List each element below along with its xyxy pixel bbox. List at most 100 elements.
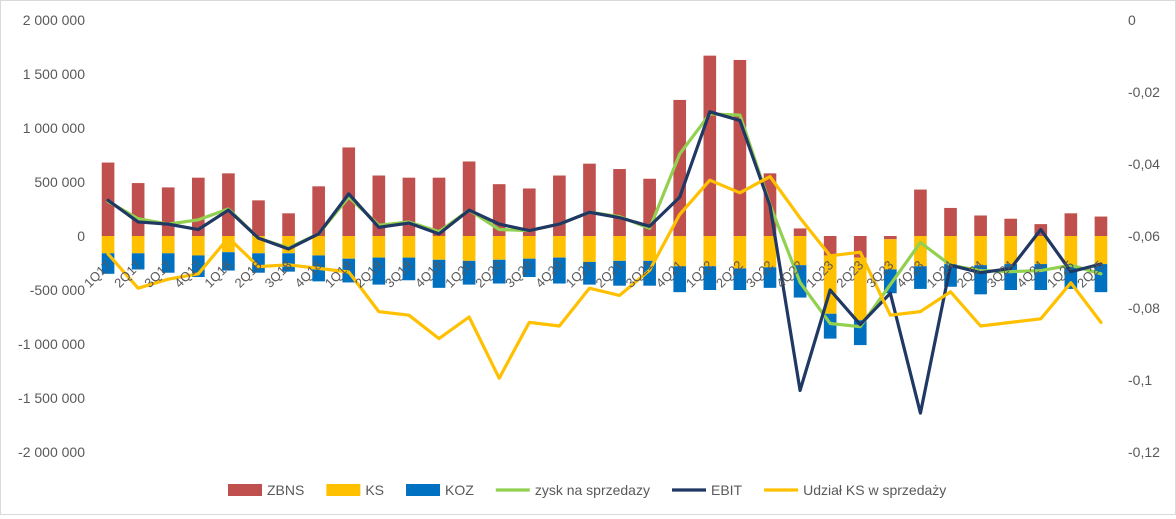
- bar-ks: [974, 236, 987, 266]
- left-axis: 2 000 000 1 500 000 1 000 000 500 000 0 -500 …: [18, 12, 85, 460]
- legend-item: KS: [326, 482, 384, 498]
- left-axis-tick-label: 2 000 000: [23, 12, 85, 28]
- legend-label: zysk na sprzedazy: [535, 482, 650, 498]
- bar-ks: [492, 236, 506, 260]
- bar-koz: [763, 267, 777, 288]
- bar-koz: [402, 257, 416, 281]
- bar-koz: [222, 252, 235, 271]
- bar-ks: [1094, 236, 1108, 265]
- bar-zbns: [944, 207, 957, 236]
- bar-koz: [131, 253, 145, 270]
- bar-ks: [161, 236, 175, 254]
- bar-zbns: [282, 213, 295, 236]
- bar-ks: [583, 236, 596, 262]
- bar-zbns: [974, 215, 987, 236]
- bar-zbns: [1094, 216, 1108, 236]
- bar-ks: [1004, 236, 1018, 265]
- bar-zbns: [733, 59, 747, 237]
- bar-zbns: [131, 183, 145, 236]
- legend: ZBNS KS KOZ zysk na sprzedazy EBIT Udział KS …: [228, 482, 946, 498]
- bar-ks: [312, 236, 325, 256]
- bar-zbns: [613, 169, 626, 236]
- bar-ks: [522, 236, 536, 259]
- legend-label: EBIT: [711, 482, 743, 498]
- bar-koz: [282, 253, 295, 272]
- bar-ks: [944, 236, 957, 265]
- bar-ks: [733, 236, 747, 269]
- bar-zbns: [703, 55, 717, 236]
- legend-item: KOZ: [406, 482, 474, 498]
- bar-ks: [402, 236, 416, 258]
- bar-koz: [372, 257, 386, 285]
- legend-item: ZBNS: [228, 482, 304, 498]
- line-udział-ks-w-sprzedaży: [106, 175, 1103, 380]
- legend-label: Udział KS w sprzedaży: [803, 482, 946, 498]
- bars-layer: [101, 55, 1108, 346]
- bar-zbns: [793, 228, 807, 236]
- bar-ks: [1034, 236, 1048, 265]
- legend-swatch: [228, 484, 262, 496]
- right-axis-tick-label: -0,1: [1128, 372, 1152, 388]
- legend-label: KOZ: [445, 482, 474, 498]
- bar-ks: [763, 236, 777, 268]
- bar-zbns: [553, 175, 566, 236]
- left-axis-tick-label: -500 000: [30, 282, 85, 298]
- bar-ks: [191, 236, 205, 256]
- bar-ks: [853, 257, 867, 321]
- bar-koz: [522, 258, 536, 278]
- bar-zbns: [402, 177, 416, 236]
- bar-zbns: [432, 177, 446, 236]
- legend-label: ZBNS: [267, 482, 304, 498]
- bar-koz: [613, 260, 626, 286]
- bar-ks: [342, 236, 356, 259]
- left-axis-tick-label: -1 000 000: [18, 336, 85, 352]
- lines-layer: [106, 110, 1103, 415]
- left-axis-tick-label: -1 500 000: [18, 390, 85, 406]
- bar-ks: [462, 236, 476, 261]
- bar-zbns: [884, 236, 897, 240]
- bar-ks: [703, 236, 717, 267]
- bar-ks: [101, 236, 115, 254]
- right-axis-tick-label: 0: [1128, 12, 1136, 28]
- bar-koz: [161, 253, 175, 273]
- bar-ks: [553, 236, 566, 258]
- bar-koz: [703, 266, 717, 290]
- bar-zbns: [462, 161, 476, 236]
- bar-zbns: [312, 186, 325, 236]
- bar-koz: [432, 259, 446, 288]
- left-axis-tick-label: 500 000: [34, 174, 85, 190]
- bar-zbns: [222, 173, 235, 236]
- bar-zbns: [1064, 213, 1078, 236]
- bar-ks: [613, 236, 626, 261]
- right-axis: 0 -0,02 -0,04 -0,06 -0,08 -0,1 -0,12: [1128, 12, 1160, 460]
- bar-koz: [583, 261, 596, 285]
- bar-zbns: [342, 147, 356, 236]
- bar-koz: [914, 266, 927, 289]
- bar-ks: [884, 239, 897, 270]
- bar-zbns: [914, 189, 927, 236]
- left-axis-tick-label: -2 000 000: [18, 444, 85, 460]
- left-axis-tick-label: 1 000 000: [23, 120, 85, 136]
- right-axis-tick-label: -0,12: [1128, 444, 1160, 460]
- bar-zbns: [161, 187, 175, 236]
- legend-item: Udział KS w sprzedaży: [764, 482, 946, 498]
- left-axis-tick-label: 0: [77, 228, 85, 244]
- bar-koz: [553, 257, 566, 284]
- bar-zbns: [522, 188, 536, 236]
- legend-swatch: [326, 484, 361, 496]
- right-axis-tick-label: -0,08: [1128, 300, 1160, 316]
- legend-item: zysk na sprzedazy: [495, 482, 650, 498]
- bar-koz: [462, 260, 476, 285]
- line-ebit: [106, 110, 1103, 415]
- bar-ks: [1064, 236, 1078, 266]
- legend-swatch: [406, 484, 441, 496]
- bar-ks: [673, 236, 687, 267]
- bar-ks: [131, 236, 145, 254]
- bar-ks: [432, 236, 446, 260]
- bar-koz: [673, 266, 687, 293]
- bar-koz: [492, 259, 506, 284]
- bar-ks: [643, 236, 656, 261]
- left-axis-tick-label: 1 500 000: [23, 66, 85, 82]
